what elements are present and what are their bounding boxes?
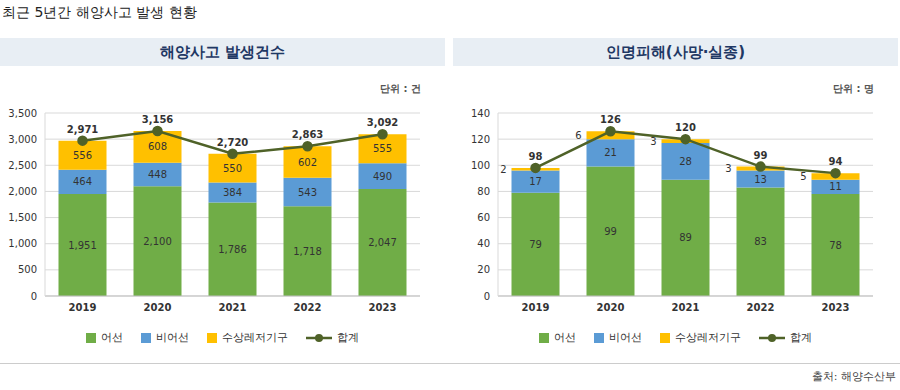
svg-text:1,718: 1,718 — [293, 246, 322, 257]
svg-text:83: 83 — [754, 236, 767, 247]
svg-text:2,047: 2,047 — [368, 237, 397, 248]
svg-text:28: 28 — [679, 156, 692, 167]
svg-text:500: 500 — [18, 264, 37, 275]
svg-text:464: 464 — [73, 176, 92, 187]
svg-text:1,951: 1,951 — [68, 240, 97, 251]
svg-text:2020: 2020 — [597, 302, 625, 313]
svg-text:555: 555 — [373, 143, 392, 154]
svg-text:140: 140 — [471, 108, 490, 119]
svg-text:20: 20 — [477, 264, 490, 275]
svg-text:13: 13 — [754, 174, 767, 185]
svg-text:2022: 2022 — [747, 302, 775, 313]
svg-text:2023: 2023 — [822, 302, 850, 313]
svg-text:89: 89 — [679, 232, 692, 243]
html-text:어선: 어선 — [554, 331, 576, 344]
html-text:합계: 합계 — [790, 331, 812, 344]
html-text:수상레저기구: 수상레저기구 — [222, 331, 288, 344]
svg-text:21: 21 — [604, 147, 617, 158]
svg-text:2,720: 2,720 — [217, 137, 249, 148]
svg-text:490: 490 — [373, 171, 392, 182]
svg-text:0: 0 — [484, 291, 490, 302]
html-text:단위 : 건: 단위 : 건 — [380, 83, 421, 94]
svg-text:60: 60 — [477, 212, 490, 223]
svg-text:3,156: 3,156 — [142, 114, 174, 125]
svg-text:3,000: 3,000 — [8, 134, 37, 145]
svg-text:80: 80 — [477, 186, 490, 197]
svg-text:602: 602 — [298, 157, 317, 168]
svg-text:99: 99 — [754, 150, 768, 161]
svg-text:2: 2 — [500, 164, 506, 175]
html-text:어선: 어선 — [101, 331, 123, 344]
svg-text:0: 0 — [31, 291, 37, 302]
svg-text:448: 448 — [148, 169, 167, 180]
svg-text:2021: 2021 — [672, 302, 700, 313]
svg-text:1,500: 1,500 — [8, 212, 37, 223]
svg-text:556: 556 — [73, 150, 92, 161]
html-text:수상레저기구: 수상레저기구 — [675, 331, 741, 344]
svg-text:5: 5 — [800, 171, 806, 182]
html-text:비어선: 비어선 — [609, 331, 642, 344]
svg-text:2019: 2019 — [522, 302, 550, 313]
svg-text:79: 79 — [529, 239, 542, 250]
svg-text:11: 11 — [829, 181, 842, 192]
html-text:합계: 합계 — [337, 331, 359, 344]
svg-text:94: 94 — [829, 156, 843, 167]
svg-text:2020: 2020 — [144, 302, 172, 313]
svg-text:17: 17 — [529, 176, 542, 187]
svg-text:608: 608 — [148, 141, 167, 152]
svg-text:543: 543 — [298, 187, 317, 198]
svg-text:2,100: 2,100 — [143, 236, 172, 247]
svg-text:2,500: 2,500 — [8, 160, 37, 171]
svg-text:98: 98 — [529, 151, 543, 162]
svg-text:120: 120 — [471, 134, 490, 145]
svg-text:3,500: 3,500 — [8, 108, 37, 119]
html-text:출처: 해양수산부: 출처: 해양수산부 — [811, 370, 896, 383]
svg-text:120: 120 — [675, 122, 696, 133]
svg-text:6: 6 — [575, 130, 581, 141]
svg-text:3: 3 — [725, 163, 731, 174]
svg-text:2,863: 2,863 — [292, 129, 324, 140]
html-text:비어선: 비어선 — [156, 331, 189, 344]
svg-text:126: 126 — [600, 114, 621, 125]
svg-text:3,092: 3,092 — [367, 117, 399, 128]
svg-text:2019: 2019 — [69, 302, 97, 313]
svg-text:2,971: 2,971 — [67, 124, 99, 135]
svg-text:40: 40 — [477, 238, 490, 249]
svg-text:2021: 2021 — [219, 302, 247, 313]
html-text:해양사고 발생건수: 해양사고 발생건수 — [159, 42, 286, 61]
svg-text:384: 384 — [223, 187, 242, 198]
html-text:최근 5년간 해양사고 발생 현황: 최근 5년간 해양사고 발생 현황 — [2, 4, 197, 20]
svg-text:2023: 2023 — [369, 302, 397, 313]
svg-text:100: 100 — [471, 160, 490, 171]
html-text:단위 : 명: 단위 : 명 — [833, 83, 874, 94]
svg-text:550: 550 — [223, 163, 242, 174]
svg-text:78: 78 — [829, 240, 842, 251]
svg-text:1,786: 1,786 — [218, 244, 247, 255]
html-text:인명피해(사망·실종): 인명피해(사망·실종) — [605, 42, 746, 61]
svg-text:3: 3 — [650, 136, 656, 147]
svg-text:1,000: 1,000 — [8, 238, 37, 249]
svg-text:99: 99 — [604, 226, 617, 237]
svg-text:2,000: 2,000 — [8, 186, 37, 197]
svg-text:2022: 2022 — [294, 302, 322, 313]
